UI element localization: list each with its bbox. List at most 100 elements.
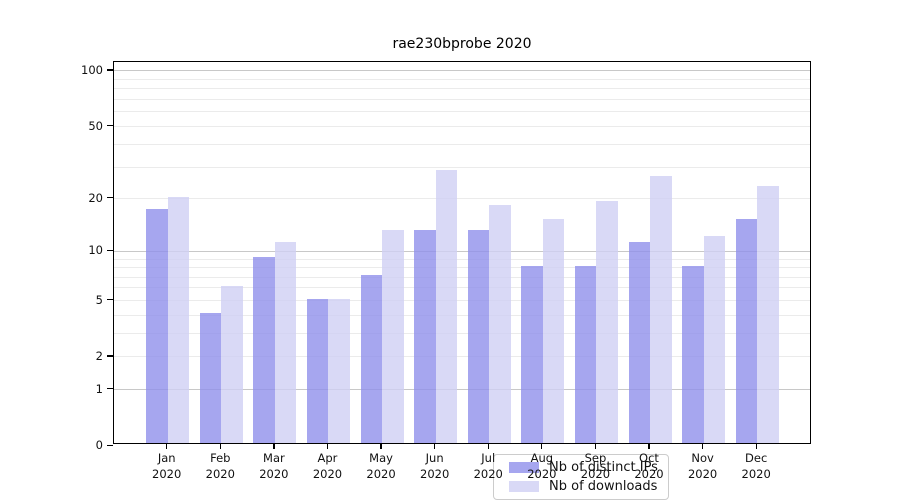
x-tick-label-year-apr: 2020 — [312, 466, 343, 481]
x-tick-label-feb: Feb 2020 — [192, 451, 248, 482]
x-tick-label-year-oct: 2020 — [634, 466, 664, 481]
gridline-major-100 — [114, 70, 810, 72]
y-tick-label-5: 5 — [95, 292, 103, 307]
gridline-minor-80 — [114, 88, 810, 90]
x-tick-mark-jun — [434, 444, 436, 449]
x-tick-label-mar: Mar 2020 — [246, 451, 302, 482]
x-tick-label-month-jul: Jul — [481, 451, 496, 465]
x-tick-label-month-dec: Dec — [745, 451, 768, 465]
x-tick-label-year-jan: 2020 — [152, 466, 182, 481]
bar-nb-of-downloads-dec — [757, 185, 779, 443]
legend-swatch-downloads-icon — [509, 481, 539, 492]
x-tick-label-nov: Nov 2020 — [675, 451, 731, 482]
bar-nb-of-distinct-ips-feb — [199, 313, 222, 443]
x-tick-label-month-sep: Sep — [584, 451, 607, 465]
x-tick-label-month-feb: Feb — [210, 451, 231, 465]
legend-label-distinct-ips: Nb of distinct IPs — [549, 460, 658, 475]
x-tick-label-month-mar: Mar — [263, 451, 285, 465]
x-tick-label-jul: Jul 2020 — [460, 451, 516, 482]
y-tick-mark-0 — [107, 444, 113, 446]
bar-nb-of-distinct-ips-jun — [414, 229, 436, 443]
bar-nb-of-downloads-jul — [489, 204, 511, 443]
gridline-minor-6 — [114, 287, 810, 289]
y-tick-mark-2 — [107, 355, 113, 357]
legend-row-downloads: Nb of downloads — [502, 479, 660, 494]
bar-nb-of-downloads-oct — [650, 176, 672, 443]
y-tick-label-2: 2 — [95, 348, 103, 363]
x-tick-label-year-sep: 2020 — [580, 466, 611, 481]
x-tick-label-month-apr: Apr — [317, 451, 338, 465]
gridline-minor-7 — [114, 276, 810, 278]
bar-nb-of-downloads-may — [382, 229, 404, 443]
gridline-minor-5 — [114, 300, 810, 302]
x-tick-label-apr: Apr 2020 — [299, 451, 355, 482]
bar-nb-of-downloads-aug — [542, 218, 565, 443]
gridline-minor-90 — [114, 78, 810, 80]
y-tick-label-1: 1 — [95, 381, 103, 396]
x-tick-label-year-may: 2020 — [366, 466, 396, 481]
x-tick-label-month-aug: Aug — [530, 451, 554, 465]
x-tick-label-dec: Dec 2020 — [728, 451, 784, 482]
y-tick-label-10: 10 — [88, 243, 103, 258]
x-tick-label-sep: Sep 2020 — [567, 451, 623, 482]
gridline-minor-4 — [114, 314, 810, 316]
bar-nb-of-distinct-ips-dec — [735, 218, 758, 443]
bar-nb-of-distinct-ips-mar — [253, 257, 275, 443]
y-tick-mark-100 — [107, 69, 113, 71]
gridline-minor-40 — [114, 143, 810, 145]
x-tick-label-year-jul: 2020 — [473, 466, 503, 481]
legend-swatch-distinct-ips-icon — [509, 462, 539, 473]
y-tick-mark-1 — [107, 388, 113, 390]
bar-nb-of-downloads-nov — [703, 235, 726, 443]
y-tick-label-100: 100 — [81, 62, 103, 77]
bar-nb-of-downloads-apr — [328, 298, 350, 443]
x-tick-label-month-jun: Jun — [425, 451, 444, 465]
x-tick-mark-mar — [273, 444, 275, 449]
x-tick-label-year-nov: 2020 — [687, 466, 718, 481]
bar-nb-of-distinct-ips-jan — [146, 209, 168, 443]
legend-row-distinct-ips: Nb of distinct IPs — [502, 460, 660, 475]
gridline-minor-9 — [114, 258, 810, 260]
gridline-minor-30 — [114, 166, 810, 168]
gridline-minor-50 — [114, 126, 810, 128]
gridline-minor-60 — [114, 111, 810, 113]
gridline-minor-8 — [114, 267, 810, 269]
y-tick-mark-50 — [107, 124, 113, 127]
x-tick-label-may: May 2020 — [353, 451, 409, 482]
bar-nb-of-distinct-ips-apr — [306, 298, 329, 443]
x-tick-label-year-jun: 2020 — [420, 466, 450, 481]
y-tick-label-50: 50 — [88, 118, 103, 133]
x-tick-mark-aug — [541, 444, 543, 449]
y-tick-label-20: 20 — [88, 190, 103, 205]
x-tick-label-year-feb: 2020 — [205, 466, 235, 481]
x-tick-mark-oct — [648, 444, 650, 449]
y-tick-mark-10 — [107, 249, 113, 251]
x-tick-mark-jul — [487, 444, 489, 449]
bar-nb-of-distinct-ips-aug — [521, 265, 543, 443]
x-tick-label-year-dec: 2020 — [741, 466, 771, 481]
gridline-minor-3 — [114, 332, 810, 334]
x-tick-mark-nov — [701, 444, 704, 449]
x-tick-mark-sep — [594, 444, 597, 449]
bar-nb-of-distinct-ips-oct — [628, 242, 650, 443]
y-tick-label-0: 0 — [95, 438, 103, 453]
x-tick-label-year-aug: 2020 — [527, 466, 557, 481]
x-tick-label-aug: Aug 2020 — [514, 451, 570, 482]
x-tick-label-month-oct: Oct — [639, 451, 659, 465]
bar-nb-of-distinct-ips-jul — [467, 229, 490, 443]
x-tick-label-jan: Jan 2020 — [139, 451, 195, 482]
x-tick-mark-apr — [326, 444, 329, 449]
x-tick-label-month-may: May — [369, 451, 393, 465]
x-tick-label-month-nov: Nov — [691, 451, 714, 465]
bar-nb-of-downloads-jan — [167, 196, 190, 443]
chart-title: rae230bprobe 2020 — [392, 36, 532, 52]
bar-nb-of-distinct-ips-sep — [574, 265, 597, 443]
gridline-minor-20 — [114, 198, 810, 200]
bar-nb-of-downloads-feb — [221, 286, 243, 443]
x-tick-label-oct: Oct 2020 — [621, 451, 677, 482]
gridline-major-1 — [114, 389, 810, 391]
x-tick-label-jun: Jun 2020 — [407, 451, 463, 482]
x-tick-mark-dec — [755, 444, 757, 449]
gridline-minor-70 — [114, 99, 810, 101]
plot-area: Nb of distinct IPs Nb of downloads — [113, 61, 811, 500]
